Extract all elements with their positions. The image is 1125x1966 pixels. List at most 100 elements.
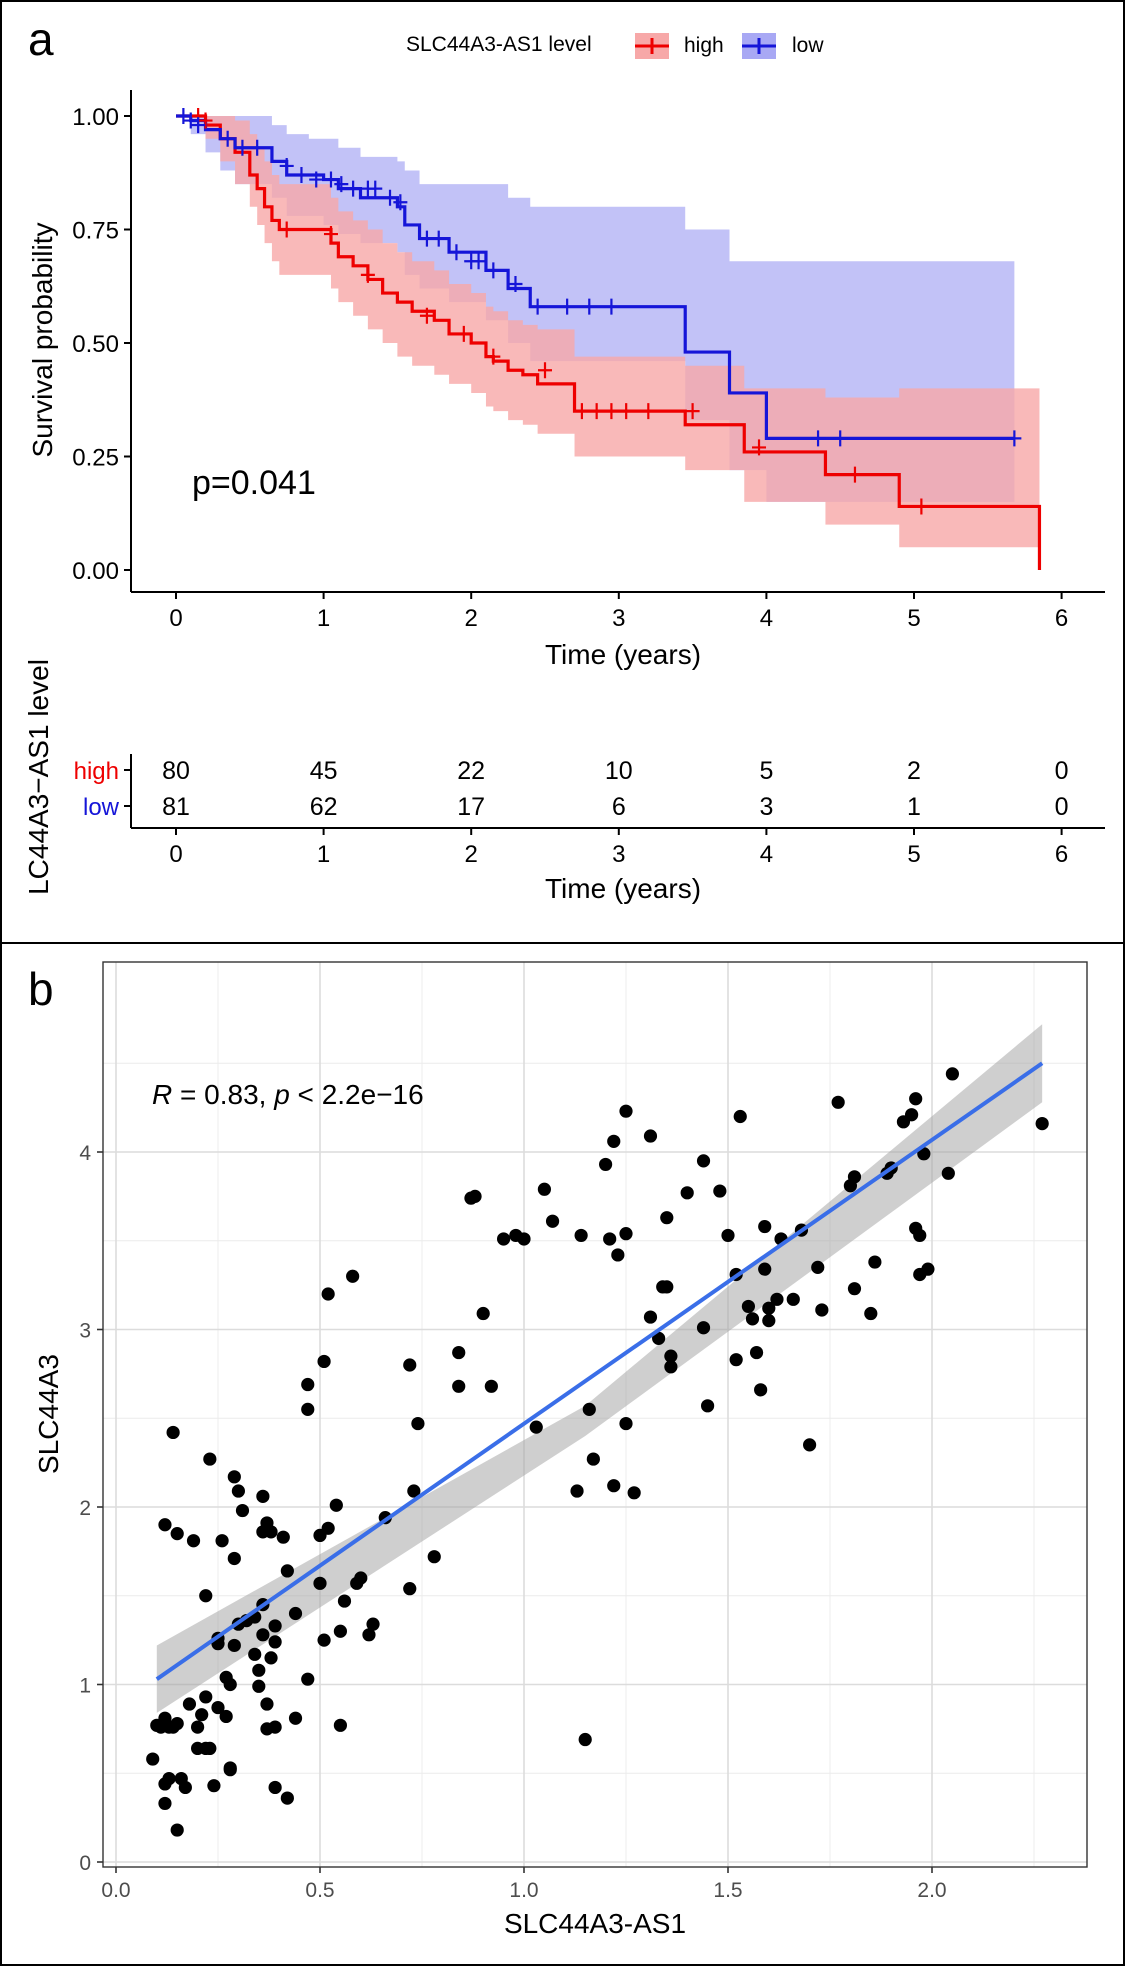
risk-count-high: 80 (162, 757, 190, 785)
data-point (362, 1628, 376, 1642)
y-tick-label: 2 (79, 1497, 91, 1520)
x-tick-label: 1 (317, 605, 330, 632)
censor-mark-high (419, 307, 434, 324)
data-point (248, 1647, 262, 1661)
risk-count-low: 81 (162, 793, 190, 821)
data-point (288, 1711, 303, 1725)
x-tick-label: 6 (1055, 605, 1068, 632)
censor-mark-low (220, 130, 235, 147)
x-tick-label: 1.5 (713, 1879, 742, 1902)
data-point (223, 1761, 237, 1775)
survival-chart: SLC44A3-AS1 level high low 0.000.250.500… (23, 33, 1105, 904)
data-point (941, 1166, 955, 1180)
censor-mark-low (183, 112, 198, 129)
data-point (905, 1108, 919, 1122)
data-point (317, 1633, 331, 1647)
censor-mark-high (752, 439, 767, 456)
censor-mark-high (685, 403, 700, 420)
data-point (227, 1470, 241, 1484)
censor-mark-low (419, 230, 434, 247)
annotation-p-label: p (273, 1079, 290, 1110)
data-point (831, 1095, 845, 1109)
risk-x-tick-label: 2 (465, 841, 478, 868)
data-point (227, 1551, 241, 1566)
annotation-r-label: R (152, 1079, 172, 1110)
y-tick-label: 0.75 (72, 218, 119, 245)
data-point (166, 1425, 180, 1440)
data-point (770, 1292, 784, 1306)
data-point (235, 1503, 250, 1518)
data-point (468, 1189, 482, 1203)
data-point (301, 1377, 315, 1392)
risk-count-low: 3 (759, 793, 773, 821)
censor-mark-low (604, 298, 619, 315)
fit-ci-band (156, 1024, 1043, 1713)
y-tick-label: 3 (79, 1320, 91, 1343)
data-point (721, 1228, 735, 1243)
data-point (333, 1718, 347, 1732)
data-point (762, 1301, 776, 1315)
censor-mark-low (1007, 430, 1022, 447)
data-point (288, 1606, 303, 1621)
data-point (301, 1672, 315, 1686)
data-point (762, 1314, 776, 1328)
risk-x-tick-label: 5 (907, 841, 920, 868)
fit-line-group (155, 1061, 1044, 1681)
data-point (607, 1134, 621, 1148)
data-point (256, 1489, 270, 1503)
data-point (252, 1663, 266, 1677)
risk-count-low: 6 (612, 793, 626, 821)
data-point (611, 1248, 625, 1262)
data-point (921, 1262, 935, 1276)
risk-count-high: 22 (457, 757, 485, 785)
data-point (276, 1530, 290, 1544)
data-point (627, 1486, 641, 1500)
data-point (329, 1498, 343, 1512)
censor-mark-low (323, 171, 338, 188)
censor-marks (176, 108, 1022, 515)
scatter-chart: 0.0 0.5 1.0 1.5 2.0 0 1 2 3 4 R = 0.83, p < 2.2e−… (33, 961, 1088, 1939)
y-axis-label: Survival probability (27, 223, 58, 458)
data-point (484, 1379, 498, 1393)
data-point (754, 1383, 768, 1397)
censor-mark-high (486, 348, 501, 365)
fit-confidence-band (156, 1024, 1043, 1713)
axes: 0.00 0.25 0.50 0.75 1.00 0 1 2 3 4 5 6 (72, 90, 1105, 632)
data-point (607, 1479, 621, 1493)
y-tick-label: 0 (79, 1852, 91, 1875)
data-point (162, 1771, 176, 1786)
data-point (207, 1779, 221, 1793)
panel-letter-b: b (28, 963, 54, 1015)
data-point (354, 1571, 368, 1585)
data-point (619, 1104, 633, 1118)
data-point (713, 1184, 727, 1198)
x-tick-label: 3 (612, 605, 625, 632)
data-point (745, 1312, 760, 1326)
data-point (733, 1109, 747, 1124)
legend-title: SLC44A3-AS1 level (406, 33, 592, 56)
censor-mark-high (619, 403, 634, 420)
x-tick-label: 4 (760, 605, 773, 632)
data-point (170, 1716, 184, 1731)
censor-mark-low (368, 180, 383, 197)
data-point (268, 1780, 282, 1795)
data-point (729, 1353, 743, 1367)
censor-mark-low (471, 253, 486, 270)
data-point (811, 1260, 825, 1274)
data-point (260, 1697, 274, 1711)
data-point (366, 1617, 380, 1631)
correlation-annotation: R = 0.83, p < 2.2e−16 (152, 1079, 424, 1110)
data-point (252, 1679, 266, 1693)
data-point (803, 1438, 817, 1452)
risk-x-tick-label: 6 (1055, 841, 1068, 868)
data-point (701, 1399, 715, 1413)
data-point (268, 1619, 282, 1633)
data-point (741, 1299, 756, 1314)
data-point (203, 1452, 217, 1466)
data-point (652, 1331, 666, 1345)
risk-table-y-label: LC44A3−AS1 level (23, 659, 54, 895)
data-point (317, 1354, 331, 1369)
data-point (786, 1292, 800, 1306)
data-point (223, 1677, 237, 1692)
panel-letter-a: a (28, 13, 54, 65)
